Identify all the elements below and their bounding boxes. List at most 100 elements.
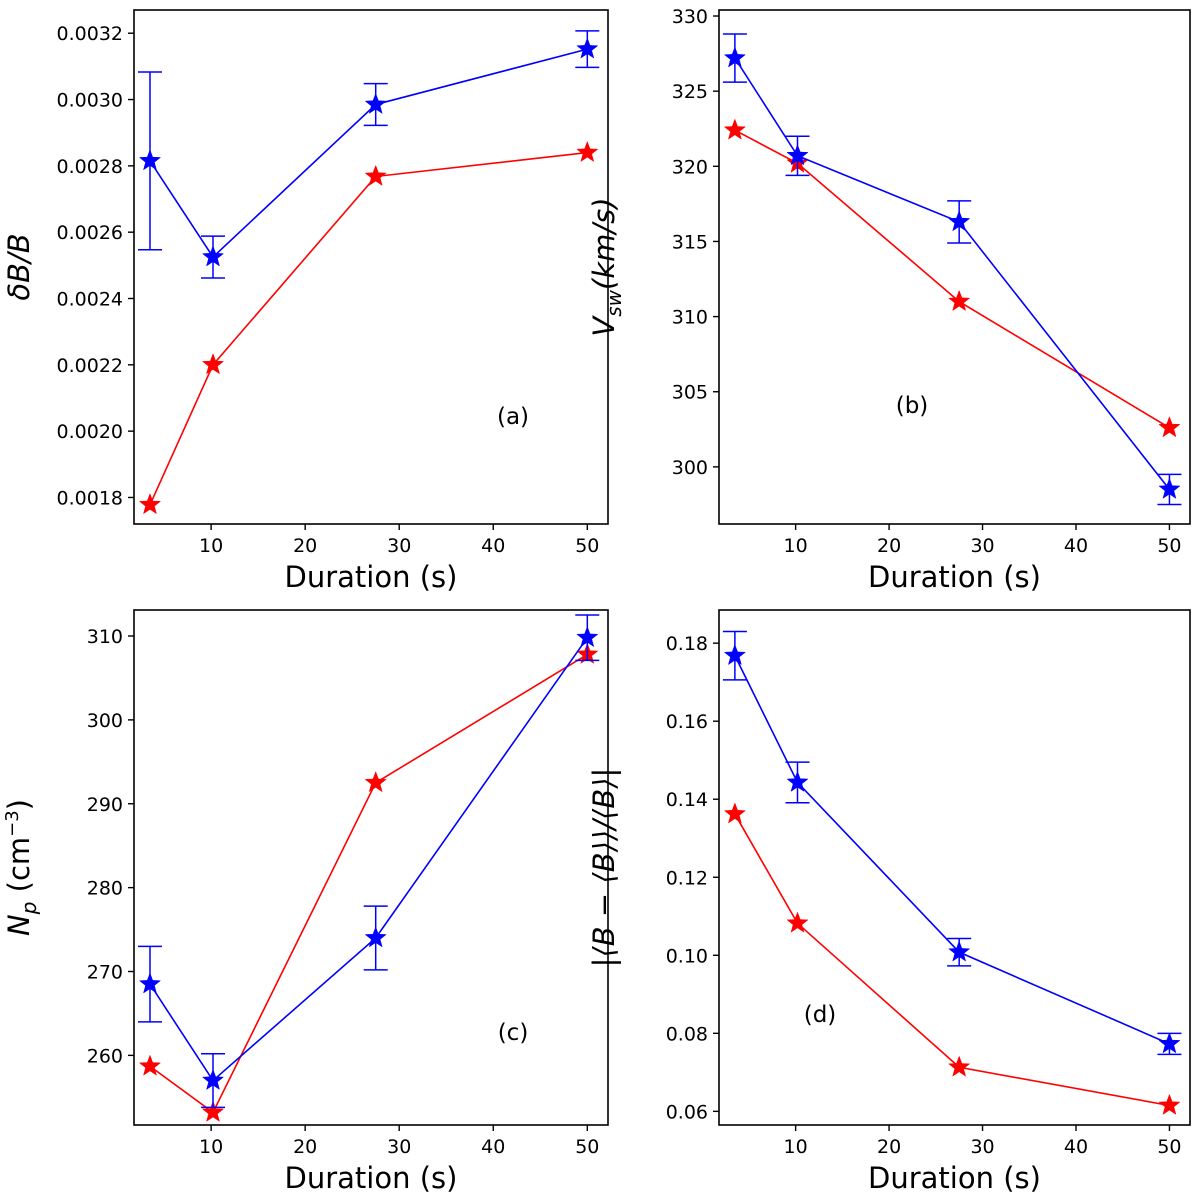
y-tick-label: 310 [87, 626, 123, 648]
y-tick-label: 0.0026 [57, 222, 123, 244]
y-tick-label: 300 [672, 457, 708, 479]
panel-tag: (c) [498, 1020, 529, 1046]
series2-point [786, 911, 809, 933]
y-tick-label: 300 [87, 710, 123, 732]
x-tick-label: 40 [1064, 535, 1088, 557]
y-tick-label: 0.10 [666, 945, 708, 967]
panel-tag: (b) [896, 393, 929, 419]
series1-point [138, 149, 162, 171]
y-tick-label: 0.0030 [57, 90, 123, 112]
panel-c: 10 20 30 40 50 260 270 280 290 300 310 Duration (s)… [2, 609, 609, 1195]
series1-point [786, 144, 809, 166]
plot-frame [718, 609, 1191, 1126]
series1-point [201, 1068, 225, 1091]
y-tick-label: 325 [672, 81, 708, 103]
x-tick-label: 10 [784, 535, 808, 557]
y-tick-label: 0.0018 [57, 487, 123, 509]
x-tick-label: 20 [293, 535, 317, 557]
y-tick-label: 305 [672, 382, 708, 404]
series1-point [1158, 1032, 1181, 1054]
y-tick-label: 0.08 [666, 1023, 708, 1045]
y-tick-label: 0.0028 [57, 156, 123, 178]
y-tick-label: 260 [87, 1045, 123, 1067]
series1-point [364, 926, 387, 948]
series1-line [149, 48, 588, 259]
y-axis-label: Np (cm−3) [2, 799, 41, 936]
series2-point [576, 140, 599, 163]
series2-point [948, 1055, 971, 1077]
x-tick-label: 10 [784, 1136, 808, 1158]
y-axis-label: |⟨B − ⟨B⟩⟩/⟨B⟩| [587, 768, 621, 968]
series1-line [734, 655, 1170, 1045]
y-tick-label: 290 [87, 794, 123, 816]
y-tick-label: 0.0020 [57, 421, 123, 443]
y-axis-label: δB/B [2, 233, 36, 300]
y-tick-label: 320 [672, 156, 708, 178]
x-tick-label: 20 [877, 1136, 901, 1158]
series1-line [149, 637, 588, 1082]
x-tick-label: 30 [970, 1136, 994, 1158]
y-tick-label: 270 [87, 962, 123, 984]
series2-point [201, 353, 225, 375]
series1-point [786, 770, 809, 792]
series1-line [734, 57, 1171, 490]
series1-point [138, 972, 162, 994]
x-tick-label: 40 [1064, 1136, 1088, 1158]
x-tick-label: 10 [199, 1136, 223, 1158]
x-tick-label: 40 [481, 535, 505, 557]
series2-point [138, 1054, 162, 1076]
y-tick-label: 0.0024 [57, 289, 123, 311]
x-axis-label: Duration (s) [285, 1161, 458, 1195]
panel-tag: (a) [497, 404, 529, 430]
x-axis-label: Duration (s) [868, 1161, 1041, 1195]
panel-d: 10 20 30 40 50 0.06 0.08 0.10 0.12 0.14 0.16 0.18 Du… [587, 609, 1191, 1195]
plot-frame [133, 609, 609, 1126]
series2-point [1158, 1093, 1181, 1115]
series1-point [948, 940, 971, 962]
series2-line [734, 813, 1170, 1107]
series2-point [948, 289, 971, 312]
series2-point [723, 802, 747, 824]
x-axis-label: Duration (s) [868, 560, 1041, 594]
series2-point [138, 493, 162, 515]
series2-point [723, 118, 747, 140]
y-tick-label: 0.06 [666, 1101, 708, 1123]
y-tick-label: 0.16 [666, 711, 708, 733]
series2-point [364, 164, 387, 186]
panel-b: 10 20 30 40 50 300 305 310 315 320 325 330 Duration … [587, 6, 1191, 594]
x-axis-label: Duration (s) [285, 560, 458, 594]
x-tick-label: 40 [481, 1136, 505, 1158]
series1-point [723, 643, 747, 666]
x-tick-label: 50 [1157, 1136, 1181, 1158]
series1-point [576, 37, 599, 59]
x-tick-label: 50 [575, 535, 599, 557]
panel-a: 10 20 30 40 50 0.0018 0.0020 0.0022 0.0024 0.0026… [2, 9, 609, 594]
y-tick-label: 0.18 [666, 633, 708, 655]
x-tick-label: 50 [575, 1136, 599, 1158]
series2-line [149, 151, 588, 506]
x-tick-label: 50 [1157, 535, 1181, 557]
series1-point [1158, 477, 1181, 499]
y-tick-label: 0.0022 [57, 355, 123, 377]
x-tick-label: 10 [199, 535, 223, 557]
series1-point [576, 625, 599, 648]
y-tick-label: 315 [672, 231, 708, 253]
x-tick-label: 20 [877, 535, 901, 557]
series1-point [364, 92, 387, 114]
series2-point [364, 771, 387, 793]
y-tick-label: 0.12 [666, 867, 708, 889]
series1-point [201, 245, 225, 267]
y-tick-label: 0.14 [666, 789, 708, 811]
y-axis-label: Vsw(km/s) [587, 197, 626, 336]
y-tick-label: 280 [87, 878, 123, 900]
plot-frame [718, 9, 1191, 525]
y-tick-label: 0.0032 [57, 23, 123, 45]
y-tick-label: 330 [672, 6, 708, 28]
y-tick-label: 310 [672, 307, 708, 329]
plot-frame [133, 9, 609, 525]
x-tick-label: 30 [387, 1136, 411, 1158]
x-tick-label: 30 [387, 535, 411, 557]
series1-point [948, 210, 971, 232]
panel-tag: (d) [804, 1002, 837, 1028]
